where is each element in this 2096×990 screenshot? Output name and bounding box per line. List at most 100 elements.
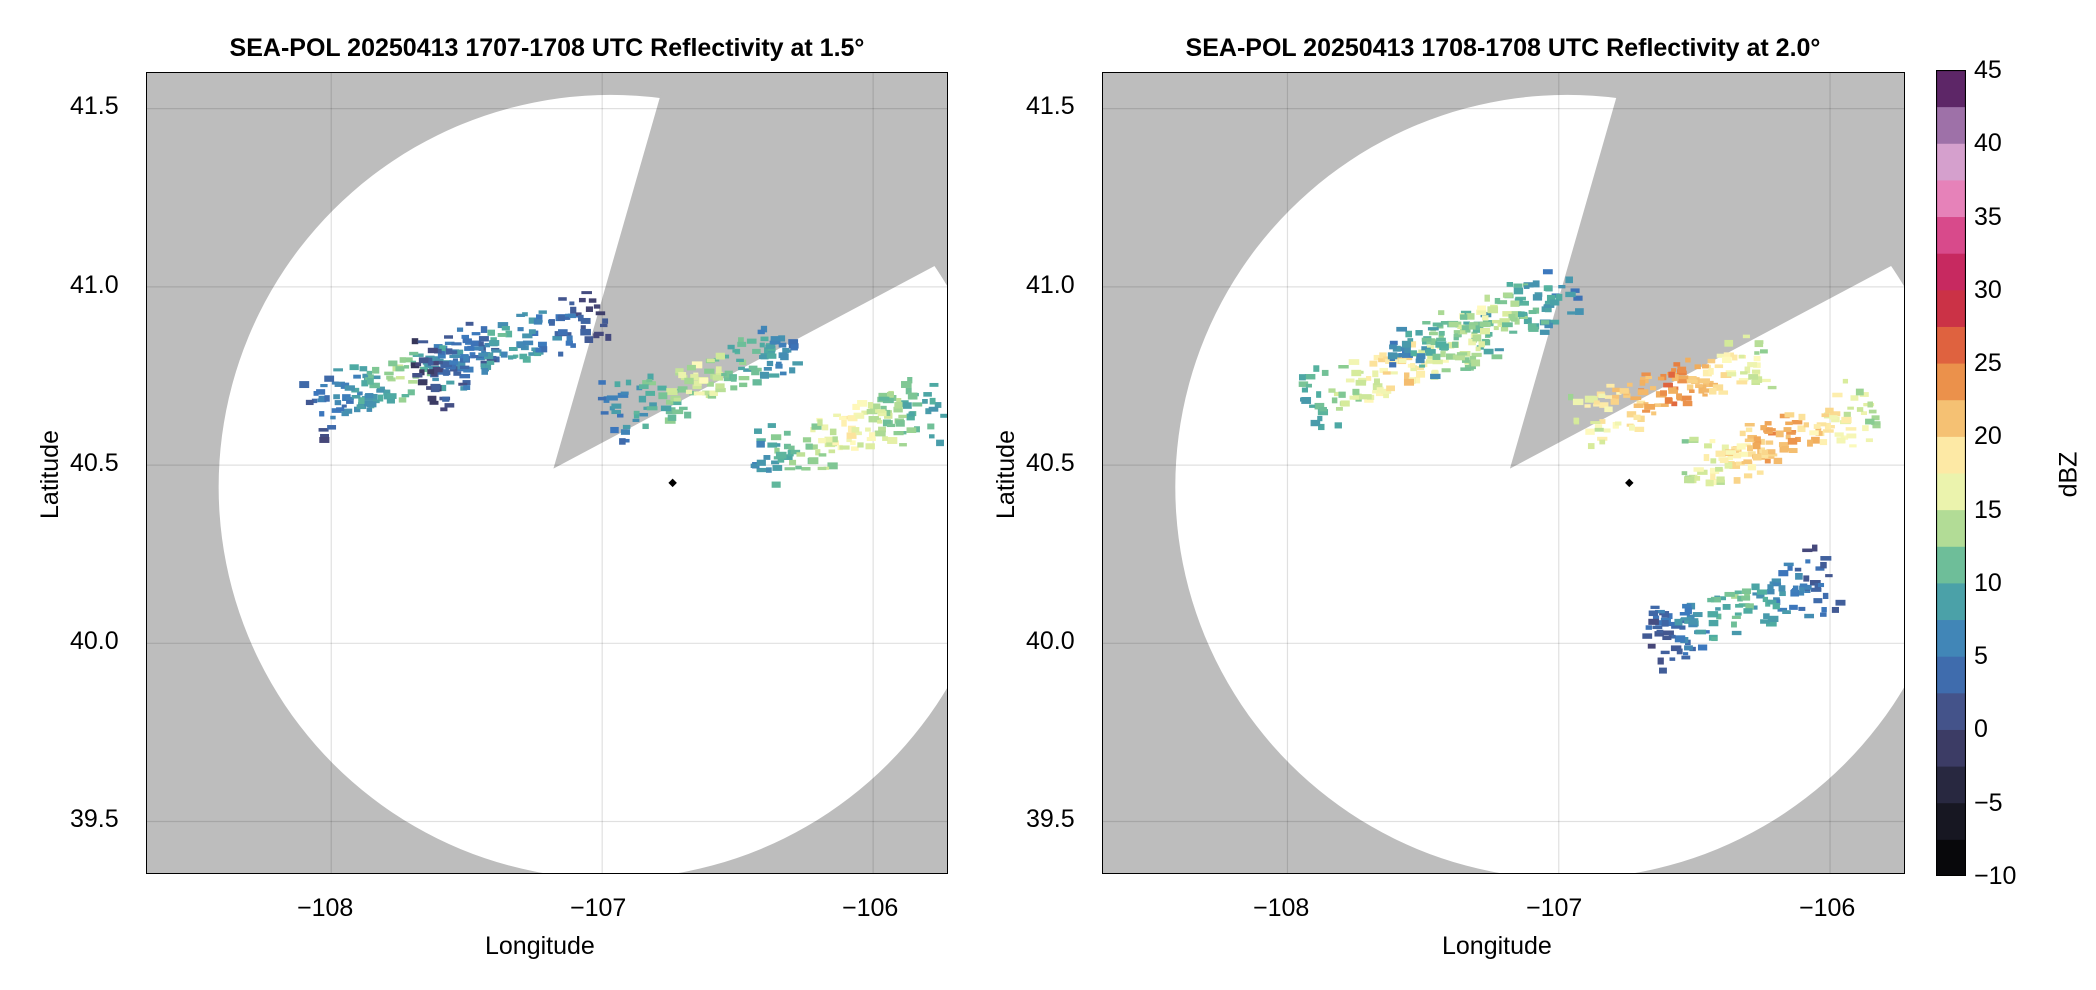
echo-pixel bbox=[538, 310, 547, 314]
echo-pixel bbox=[1513, 287, 1524, 295]
echo-pixel bbox=[737, 341, 747, 347]
echo-pixel bbox=[868, 416, 879, 423]
echo-pixel bbox=[316, 389, 326, 395]
echo-pixel bbox=[584, 336, 594, 343]
echo-pixel bbox=[852, 403, 860, 410]
echo-pixel bbox=[1637, 415, 1645, 423]
echo-pixel bbox=[1416, 370, 1426, 378]
echo-pixel bbox=[914, 426, 920, 433]
panel-2-plot bbox=[1102, 72, 1905, 874]
echo-pixel bbox=[775, 363, 783, 369]
echo-pixel bbox=[691, 361, 703, 369]
echo-pixel bbox=[487, 329, 496, 336]
echo-pixel bbox=[1479, 321, 1489, 327]
echo-pixel bbox=[1657, 376, 1665, 381]
echo-pixel bbox=[1865, 418, 1875, 425]
panel-2-map-svg bbox=[1103, 73, 1904, 873]
echo-pixel bbox=[1689, 436, 1699, 442]
echo-pixel bbox=[1441, 368, 1451, 373]
echo-pixel bbox=[1671, 623, 1682, 629]
echo-pixel bbox=[1460, 310, 1472, 317]
echo-pixel bbox=[1628, 424, 1635, 431]
echo-pixel bbox=[1781, 445, 1789, 452]
echo-pixel bbox=[1872, 422, 1881, 429]
panel-2-ytick: 41.0 bbox=[1026, 271, 1075, 299]
panel-1-title: SEA-POL 20250413 1707-1708 UTC Reflectiv… bbox=[229, 34, 865, 62]
echo-pixel bbox=[1829, 411, 1841, 417]
echo-pixel bbox=[463, 385, 471, 390]
echo-pixel bbox=[1865, 438, 1873, 443]
echo-pixel bbox=[882, 419, 891, 427]
echo-pixel bbox=[1760, 425, 1768, 431]
echo-pixel bbox=[1543, 285, 1552, 292]
echo-pixel bbox=[850, 440, 856, 445]
echo-pixel bbox=[1453, 330, 1460, 334]
echo-pixel bbox=[846, 432, 857, 439]
echo-pixel bbox=[484, 342, 491, 348]
echo-pixel bbox=[558, 329, 568, 336]
echo-pixel bbox=[1784, 412, 1795, 418]
echo-pixel bbox=[666, 388, 677, 393]
echo-pixel bbox=[606, 395, 618, 401]
echo-pixel bbox=[1664, 397, 1673, 404]
echo-pixel bbox=[1348, 359, 1360, 365]
echo-pixel bbox=[1448, 321, 1459, 327]
panel-1-map-svg bbox=[147, 73, 947, 873]
echo-pixel bbox=[769, 340, 781, 345]
echo-pixel bbox=[614, 381, 621, 388]
echo-pixel bbox=[1786, 431, 1796, 435]
echo-pixel bbox=[1460, 314, 1468, 320]
panel-1-ytick: 40.0 bbox=[70, 627, 119, 655]
echo-pixel bbox=[1731, 630, 1742, 636]
echo-pixel bbox=[1440, 351, 1446, 358]
echo-pixel bbox=[1662, 635, 1672, 641]
echo-pixel bbox=[1731, 446, 1741, 451]
echo-pixel bbox=[333, 368, 343, 372]
echo-pixel bbox=[818, 453, 827, 457]
echo-pixel bbox=[857, 400, 868, 407]
echo-pixel bbox=[578, 297, 586, 303]
echo-pixel bbox=[519, 353, 528, 360]
echo-pixel bbox=[1679, 625, 1686, 630]
echo-pixel bbox=[1727, 372, 1737, 377]
echo-pixel bbox=[1372, 383, 1383, 391]
echo-pixel bbox=[851, 446, 859, 451]
echo-pixel bbox=[765, 344, 775, 349]
echo-pixel bbox=[1676, 648, 1683, 655]
echo-pixel bbox=[1517, 311, 1525, 317]
echo-pixel bbox=[472, 346, 484, 351]
echo-pixel bbox=[377, 394, 384, 402]
echo-pixel bbox=[893, 406, 903, 413]
echo-pixel bbox=[1842, 378, 1849, 384]
echo-pixel bbox=[357, 391, 363, 396]
echo-pixel bbox=[1522, 283, 1529, 287]
echo-pixel bbox=[1761, 378, 1771, 383]
echo-pixel bbox=[1468, 338, 1476, 346]
echo-pixel bbox=[673, 397, 682, 402]
echo-pixel bbox=[1389, 362, 1397, 368]
echo-pixel bbox=[1542, 269, 1553, 275]
echo-pixel bbox=[818, 437, 826, 444]
echo-pixel bbox=[600, 411, 609, 415]
echo-pixel bbox=[1637, 389, 1649, 396]
echo-pixel bbox=[500, 351, 508, 358]
echo-pixel bbox=[1798, 590, 1805, 596]
echo-pixel bbox=[1868, 409, 1877, 414]
echo-pixel bbox=[1389, 340, 1398, 346]
echo-pixel bbox=[1438, 330, 1445, 336]
echo-pixel bbox=[1775, 430, 1784, 438]
echo-pixel bbox=[1511, 311, 1522, 318]
echo-pixel bbox=[1822, 592, 1829, 600]
echo-pixel bbox=[446, 380, 455, 385]
echo-pixel bbox=[1355, 379, 1367, 386]
echo-pixel bbox=[1679, 618, 1688, 624]
echo-pixel bbox=[419, 369, 425, 376]
echo-pixel bbox=[1565, 276, 1573, 284]
echo-pixel bbox=[516, 341, 526, 349]
echo-pixel bbox=[865, 427, 871, 432]
echo-pixel bbox=[410, 362, 420, 369]
echo-pixel bbox=[1471, 359, 1481, 367]
echo-pixel bbox=[415, 362, 422, 367]
echo-pixel bbox=[1432, 353, 1441, 360]
echo-pixel bbox=[1813, 424, 1821, 429]
